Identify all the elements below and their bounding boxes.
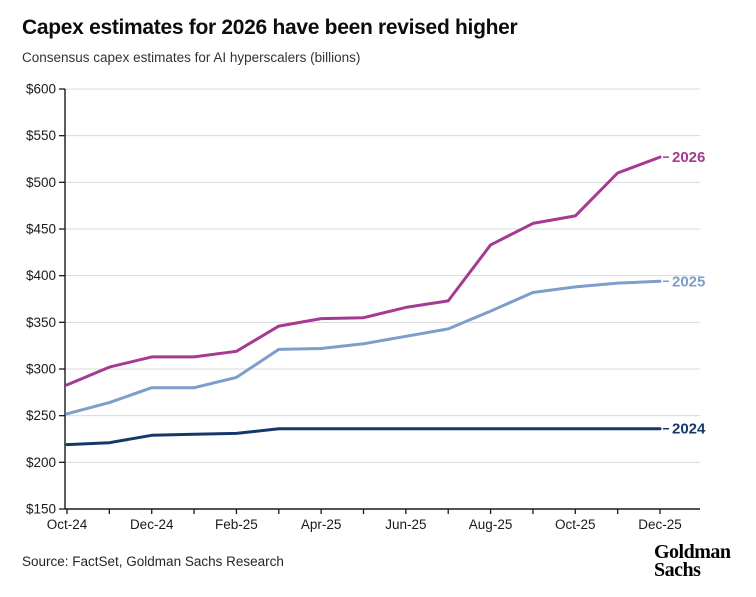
x-axis-label: Oct-24 — [47, 517, 88, 532]
series-line-2025 — [65, 279, 662, 416]
x-axis-label: Apr-25 — [301, 517, 342, 532]
page-title: Capex estimates for 2026 have been revis… — [22, 16, 518, 39]
y-axis-label: $200 — [26, 455, 56, 470]
y-axis-label: $550 — [26, 128, 56, 143]
x-axis-label: Aug-25 — [469, 517, 513, 532]
y-axis-label: $150 — [26, 502, 56, 517]
series-line-2026 — [65, 155, 662, 387]
y-axis-label: $400 — [26, 268, 56, 283]
series-label-2024: 2024 — [672, 421, 706, 438]
goldman-sachs-logo: Goldman Sachs — [654, 541, 731, 581]
source-attribution: Source: FactSet, Goldman Sachs Research — [22, 554, 284, 569]
x-axis-label: Feb-25 — [215, 517, 258, 532]
y-axis-label: $500 — [26, 175, 56, 190]
y-axis-label: $350 — [26, 315, 56, 330]
page-subtitle: Consensus capex estimates for AI hypersc… — [22, 50, 361, 65]
y-axis-label: $300 — [26, 362, 56, 377]
y-axis-label: $600 — [26, 82, 56, 97]
x-axis-label: Oct-25 — [555, 517, 596, 532]
logo-line-2: Sachs — [654, 559, 701, 581]
series-label-2025: 2025 — [672, 273, 705, 290]
y-axis-label: $450 — [26, 222, 56, 237]
x-axis-label: Dec-24 — [130, 517, 174, 532]
y-axis-label: $250 — [26, 408, 56, 423]
series-line-2024 — [65, 427, 662, 447]
x-axis-label: Jun-25 — [385, 517, 426, 532]
x-axis-label: Dec-25 — [638, 517, 682, 532]
series-label-2026: 2026 — [672, 149, 705, 166]
logo-line-1: Goldman — [654, 541, 731, 563]
